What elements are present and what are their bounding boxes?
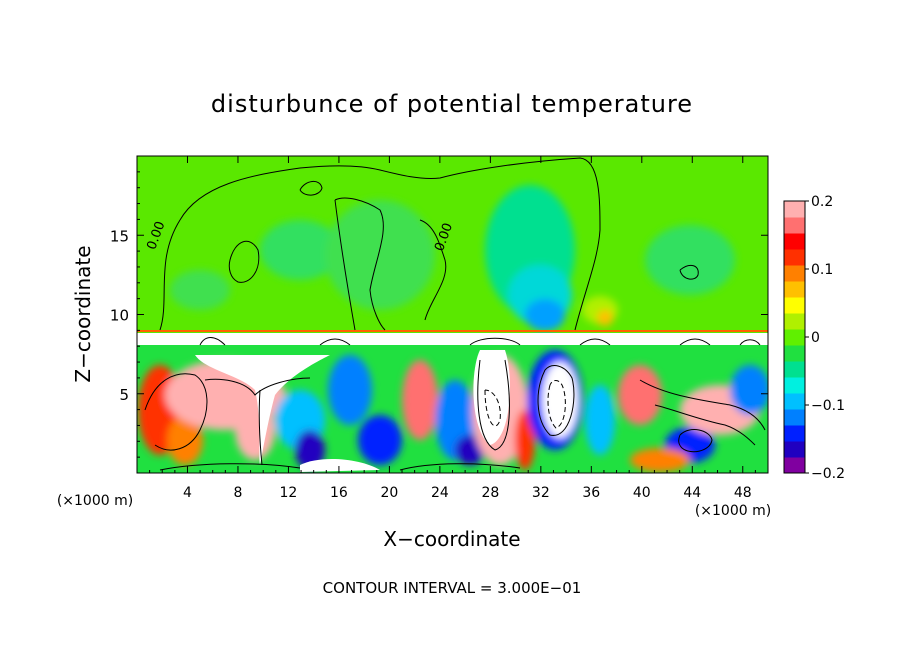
colorbar-swatch bbox=[784, 441, 805, 458]
colorbar-swatch bbox=[784, 201, 805, 218]
x-tick-label: 44 bbox=[683, 485, 701, 501]
upper-anomalies bbox=[170, 185, 735, 331]
colorbar-swatch bbox=[784, 377, 805, 394]
colorbar-tick-label: −0.1 bbox=[811, 398, 845, 414]
colorbar-swatch bbox=[784, 217, 805, 234]
chart-title: disturbunce of potential temperature bbox=[211, 90, 693, 118]
colorbar-tick-label: 0 bbox=[811, 330, 820, 346]
y-axis: 5 10 15 bbox=[110, 171, 768, 458]
colorbar-swatch bbox=[784, 297, 805, 314]
colorbar-swatch bbox=[784, 361, 805, 378]
contour-interval-note: CONTOUR INTERVAL = 3.000E−01 bbox=[323, 579, 582, 597]
x-tick-label: 12 bbox=[280, 485, 298, 501]
plot-area bbox=[137, 156, 768, 473]
colorbar-swatch bbox=[784, 329, 805, 346]
colorbar-ticks: 0.2 0.1 0 −0.1 −0.2 bbox=[805, 194, 845, 482]
x-axis: 4 8 12 16 20 24 28 32 36 40 44 48 bbox=[149, 156, 756, 501]
colorbar-swatch bbox=[784, 265, 805, 282]
x-tick-label: 28 bbox=[481, 485, 499, 501]
colorbar-swatch bbox=[784, 393, 805, 410]
x-tick-label: 16 bbox=[330, 485, 348, 501]
x-unit-left: (×1000 m) bbox=[57, 493, 133, 509]
colorbar-swatch bbox=[784, 409, 805, 426]
y-tick-label: 15 bbox=[110, 227, 129, 245]
x-tick-label: 32 bbox=[532, 485, 550, 501]
colorbar-swatch bbox=[784, 457, 805, 474]
colorbar-swatch bbox=[784, 281, 805, 298]
y-tick-label: 5 bbox=[119, 386, 129, 404]
x-axis-label: X−coordinate bbox=[383, 527, 520, 551]
colorbar-swatch bbox=[784, 345, 805, 362]
x-unit-right: (×1000 m) bbox=[695, 503, 771, 519]
x-tick-label: 36 bbox=[582, 485, 600, 501]
colorbar-tick-label: 0.1 bbox=[811, 262, 833, 278]
x-tick-label: 20 bbox=[380, 485, 398, 501]
colorbar-tick-label: 0.2 bbox=[811, 194, 833, 210]
x-tick-label: 48 bbox=[734, 485, 752, 501]
y-tick-label: 10 bbox=[110, 307, 129, 325]
x-tick-label: 4 bbox=[183, 485, 192, 501]
inversion-band bbox=[137, 333, 768, 345]
x-tick-label: 24 bbox=[431, 485, 449, 501]
colorbar-swatch bbox=[784, 249, 805, 266]
inversion-bumps bbox=[199, 337, 761, 346]
colorbar-swatch bbox=[784, 233, 805, 250]
lower-anomalies bbox=[138, 350, 768, 472]
x-tick-label: 8 bbox=[233, 485, 242, 501]
colorbar-swatch bbox=[784, 425, 805, 442]
white-plumes bbox=[195, 350, 510, 472]
y-axis-label: Z−coordinate bbox=[71, 245, 95, 382]
colorbar-tick-label: −0.2 bbox=[811, 466, 845, 482]
colorbar-swatch bbox=[784, 313, 805, 330]
contour-lines bbox=[144, 157, 766, 471]
colorbar bbox=[784, 201, 805, 474]
x-tick-label: 40 bbox=[633, 485, 651, 501]
